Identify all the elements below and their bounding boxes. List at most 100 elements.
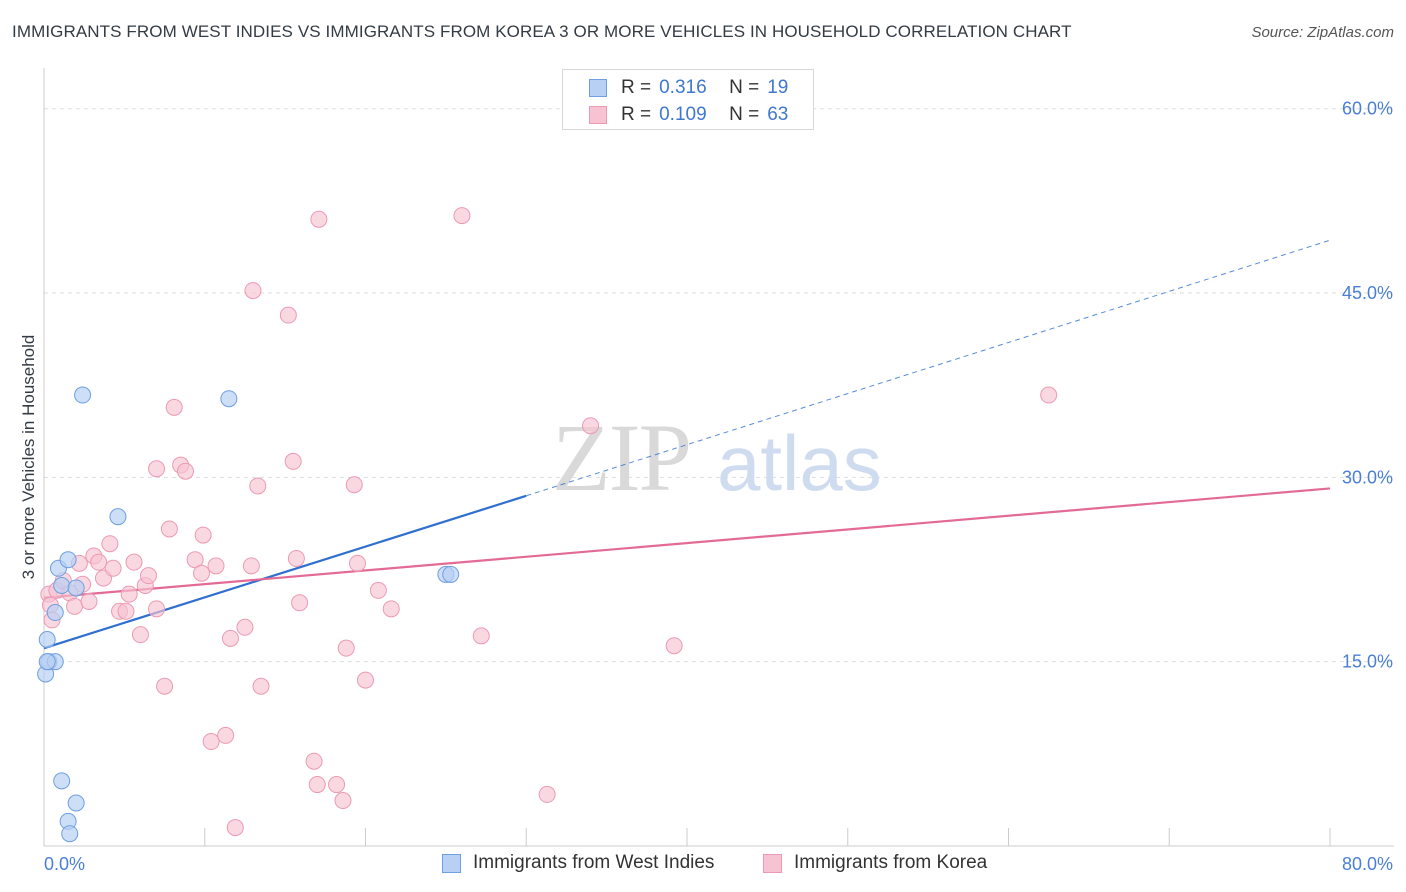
point-korea — [104, 559, 122, 577]
point-korea — [287, 549, 305, 567]
point-korea — [284, 452, 302, 470]
point-west-indies — [38, 653, 56, 671]
trendline-west-indies-projection — [526, 239, 1331, 497]
legend-r-label: R = — [621, 77, 652, 98]
series-legend-label: Immigrants from West Indies — [473, 852, 715, 873]
series-swatch-blue — [442, 853, 461, 873]
point-west-indies — [220, 390, 238, 408]
x-tick-label: 80.0% — [1342, 854, 1393, 874]
point-korea — [90, 553, 108, 571]
legend-n-label: N = — [729, 104, 760, 125]
points-korea — [40, 207, 1058, 837]
series-legend: Immigrants from West Indies Immigrants f… — [0, 852, 1406, 878]
points-west-indies — [37, 386, 460, 843]
y-tick-label: 45.0% — [1342, 283, 1393, 303]
point-korea — [348, 554, 366, 572]
point-west-indies — [67, 579, 85, 597]
point-korea — [328, 776, 346, 794]
legend-row-korea: R = 0.109 N = 63 — [589, 103, 788, 127]
point-korea — [80, 592, 98, 610]
correlation-legend: R = 0.316 N = 19 R = 0.109 N = 63 — [562, 69, 814, 130]
point-korea — [156, 677, 174, 695]
point-korea — [345, 476, 363, 494]
watermark: ZIP atlas — [552, 404, 882, 511]
point-korea — [176, 462, 194, 480]
point-korea — [120, 585, 138, 603]
point-west-indies — [442, 565, 460, 583]
point-korea — [66, 597, 84, 615]
point-korea — [357, 671, 374, 689]
point-korea — [310, 210, 328, 228]
point-korea — [453, 207, 471, 225]
point-korea — [148, 600, 166, 618]
point-korea — [382, 600, 400, 618]
legend-r-label: R = — [621, 104, 652, 125]
watermark-atlas: atlas — [717, 419, 882, 507]
point-korea — [334, 792, 352, 810]
point-korea — [369, 581, 387, 599]
point-korea — [244, 282, 262, 300]
point-korea — [305, 752, 323, 770]
point-west-indies — [38, 631, 56, 649]
x-tick-label: 0.0% — [44, 854, 85, 874]
series-legend-west-indies[interactable]: Immigrants from West Indies — [442, 852, 714, 874]
point-korea — [249, 477, 267, 495]
watermark-zip: ZIP — [552, 404, 690, 511]
series-legend-korea[interactable]: Immigrants from Korea — [763, 852, 987, 874]
source-credit: Source: ZipAtlas.com — [1251, 24, 1394, 41]
point-korea — [125, 553, 143, 571]
point-korea — [139, 567, 157, 585]
point-korea — [538, 785, 556, 803]
point-korea — [337, 639, 355, 657]
legend-r-value: 0.109 — [659, 104, 707, 125]
point-korea — [165, 398, 183, 416]
point-korea — [582, 417, 600, 435]
point-korea — [194, 526, 212, 544]
legend-n-label: N = — [729, 77, 760, 98]
point-korea — [279, 306, 297, 324]
series-legend-label: Immigrants from Korea — [794, 852, 988, 873]
point-korea — [101, 535, 119, 553]
point-west-indies — [53, 772, 71, 790]
trendline-west-indies — [43, 494, 527, 650]
y-tick-label: 30.0% — [1342, 467, 1393, 487]
y-axis-label: 3 or more Vehicles in Household — [19, 335, 38, 580]
point-korea — [665, 637, 683, 655]
point-korea — [236, 618, 254, 636]
legend-r-value: 0.316 — [659, 77, 707, 98]
point-west-indies — [61, 825, 79, 843]
point-korea — [117, 602, 135, 620]
point-west-indies — [109, 508, 127, 526]
point-korea — [217, 726, 235, 744]
legend-swatch-blue — [589, 79, 607, 97]
tick-labels: 15.0% 30.0% 45.0% 60.0% 0.0% 80.0% — [44, 99, 1393, 874]
legend-n-value: 63 — [767, 104, 789, 125]
series-swatch-pink — [763, 853, 782, 873]
point-west-indies — [46, 604, 64, 622]
point-korea — [202, 733, 220, 751]
point-korea — [221, 629, 239, 647]
y-tick-label: 15.0% — [1342, 652, 1393, 672]
point-korea — [252, 677, 270, 695]
gridlines — [44, 108, 1394, 663]
point-korea — [160, 520, 178, 538]
point-west-indies — [53, 576, 71, 594]
axes — [43, 68, 1394, 847]
trendline-korea — [43, 487, 1331, 599]
y-tick-label: 60.0% — [1342, 99, 1393, 119]
point-korea — [291, 594, 309, 612]
point-korea — [226, 819, 244, 837]
point-west-indies — [67, 794, 85, 812]
legend-n-value: 19 — [767, 77, 789, 98]
point-west-indies — [74, 386, 92, 404]
point-korea — [308, 776, 326, 794]
legend-row-west-indies: R = 0.316 N = 19 — [589, 76, 788, 100]
point-korea — [472, 627, 490, 645]
point-west-indies — [59, 551, 77, 569]
point-korea — [1040, 386, 1058, 404]
point-korea — [148, 460, 166, 478]
trendlines — [43, 239, 1331, 650]
legend-swatch-pink — [589, 106, 607, 124]
point-korea — [131, 626, 149, 644]
